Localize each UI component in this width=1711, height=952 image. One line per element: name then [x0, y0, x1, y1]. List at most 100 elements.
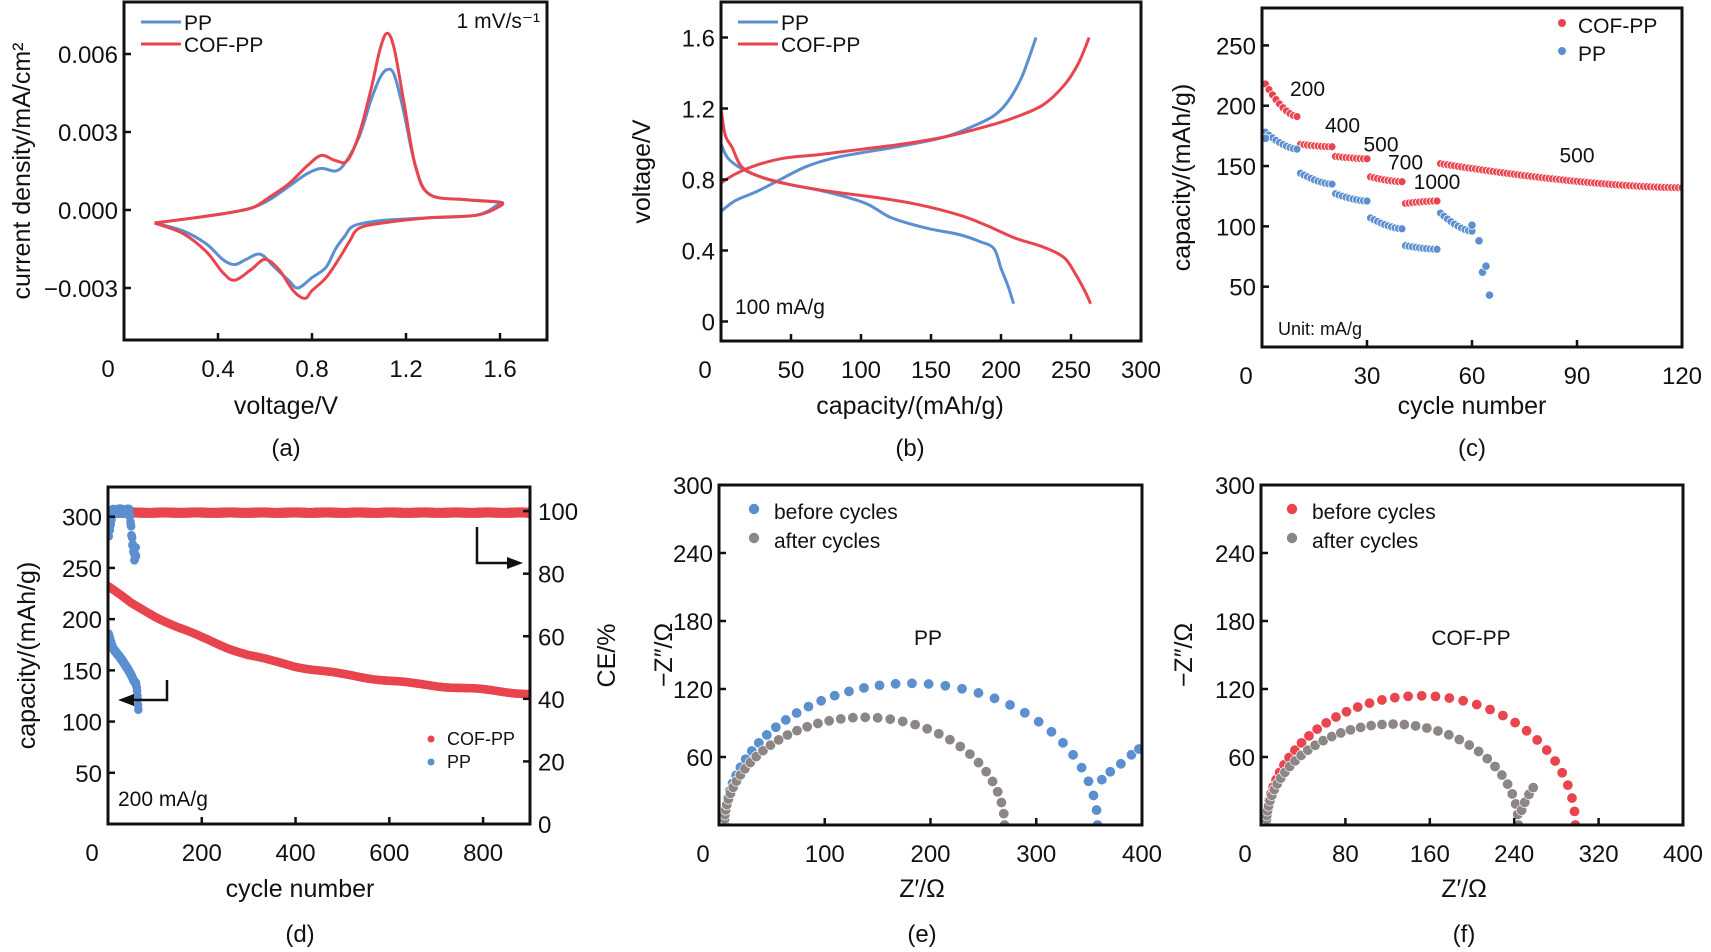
- data-point: [1397, 177, 1407, 187]
- x-tick-label: 0: [1238, 841, 1251, 868]
- data-point: [989, 692, 1001, 704]
- data-point: [1087, 789, 1099, 801]
- data-point: [791, 707, 803, 719]
- y-axis-title: capacity/(mAh/g): [1168, 84, 1196, 272]
- data-point: [1527, 782, 1539, 794]
- series-line: [721, 36, 1038, 213]
- data-point: [1067, 749, 1079, 761]
- data-point: [1566, 792, 1578, 804]
- data-point: [1502, 778, 1514, 790]
- rate-label: 700: [1388, 152, 1423, 175]
- x-tick-label: 0: [85, 840, 98, 867]
- x-tick-label: 0: [101, 356, 114, 383]
- data-point: [815, 695, 827, 707]
- data-point: [884, 713, 896, 725]
- x-axis-title: Z′/Ω: [899, 875, 945, 903]
- data-point: [1327, 142, 1337, 152]
- y-tick-label-right: 20: [538, 749, 565, 776]
- sample-title: COF-PP: [1431, 627, 1510, 650]
- panel-label: (f): [1453, 921, 1476, 948]
- plot-area: [108, 504, 530, 714]
- data-point: [1352, 701, 1364, 713]
- y-tick-label: 0: [702, 309, 715, 336]
- data-point: [1365, 720, 1377, 732]
- sample-title: PP: [914, 627, 942, 650]
- legend-label: COF-PP: [1578, 15, 1657, 38]
- data-point: [1327, 179, 1337, 189]
- data-point: [1443, 692, 1455, 704]
- series-cof-pp: [154, 31, 505, 300]
- data-point: [944, 734, 956, 746]
- data-point: [823, 715, 835, 727]
- data-point: [1474, 236, 1484, 246]
- data-point: [874, 679, 886, 691]
- data-point: [1004, 699, 1016, 711]
- legend-label: COF-PP: [781, 34, 860, 57]
- data-point: [1416, 690, 1428, 702]
- data-point: [781, 729, 793, 741]
- data-point: [1296, 737, 1308, 749]
- x-tick-label: 150: [911, 357, 951, 384]
- plot-area: [154, 31, 505, 300]
- series-before-cycles: [719, 677, 1142, 825]
- y-tick-label: 300: [673, 473, 713, 500]
- data-point: [1335, 727, 1347, 739]
- y-tick-label: 1.6: [682, 25, 715, 52]
- y-tick-label-right: 0: [538, 812, 551, 839]
- legend-marker: [1558, 47, 1566, 55]
- data-point: [992, 786, 1004, 798]
- data-point: [1556, 767, 1568, 779]
- data-point: [1569, 805, 1581, 817]
- data-point: [773, 734, 785, 746]
- data-point: [995, 797, 1007, 809]
- data-point: [1473, 745, 1485, 757]
- right-arrow-head: [507, 557, 523, 569]
- plot-area: [721, 36, 1092, 305]
- data-point: [1463, 739, 1475, 751]
- data-point: [1344, 724, 1356, 736]
- x-tick-label: 0: [696, 841, 709, 868]
- data-point: [812, 717, 824, 729]
- legend-label: PP: [447, 752, 471, 772]
- x-tick-label: 200: [182, 840, 222, 867]
- data-point: [987, 775, 999, 787]
- data-point: [1082, 775, 1094, 787]
- y-axis-title: current density/mA/cm²: [8, 42, 36, 299]
- legend-marker: [1558, 19, 1566, 27]
- data-point: [858, 682, 870, 694]
- data-point: [131, 543, 141, 552]
- legend-marker: [748, 503, 760, 515]
- legend-label: PP: [1578, 43, 1606, 66]
- data-point: [1355, 721, 1367, 733]
- panel-label: (e): [907, 921, 936, 948]
- legend-marker: [1286, 503, 1298, 515]
- legend-marker: [748, 532, 760, 544]
- panel-e: 0 100 200 300 400 60 120 180 240 300 Z′/Ω −Z″/Ω (e) b…: [650, 473, 1162, 948]
- x-tick-label: 90: [1564, 363, 1591, 390]
- x-axis-title: capacity/(mAh/g): [816, 392, 1004, 420]
- panel-b: 0 50 100 150 200 250 300 0 0.4 0.8 1.2 1.6 capacity/…: [628, 0, 1161, 462]
- data-point: [1429, 690, 1441, 702]
- y-tick-label: 60: [1228, 745, 1255, 772]
- left-arrow-head: [118, 694, 134, 706]
- data-point: [1057, 737, 1069, 749]
- data-point: [1402, 690, 1414, 702]
- data-point: [770, 721, 782, 733]
- series-pp-discharge: [721, 143, 1016, 305]
- data-point: [1033, 716, 1045, 728]
- data-point: [1481, 261, 1491, 271]
- data-point: [1292, 112, 1302, 121]
- x-tick-label: 800: [463, 840, 503, 867]
- x-tick-label: 100: [805, 841, 845, 868]
- axis-frame: [122, 0, 549, 342]
- x-tick-label: 100: [841, 357, 881, 384]
- panel-f: 0 80 160 240 320 400 60 120 180 240 300 Z′/Ω −Z″/Ω (f…: [1170, 473, 1703, 948]
- data-point: [1376, 694, 1388, 706]
- current-annotation: 100 mA/g: [735, 296, 825, 319]
- data-point: [1531, 734, 1543, 746]
- y-axis-title: −Z″/Ω: [650, 623, 678, 687]
- rate-label: 200: [1290, 78, 1325, 101]
- x-tick-label: 320: [1579, 841, 1619, 868]
- data-point: [1432, 725, 1444, 737]
- x-tick-label: 200: [910, 841, 950, 868]
